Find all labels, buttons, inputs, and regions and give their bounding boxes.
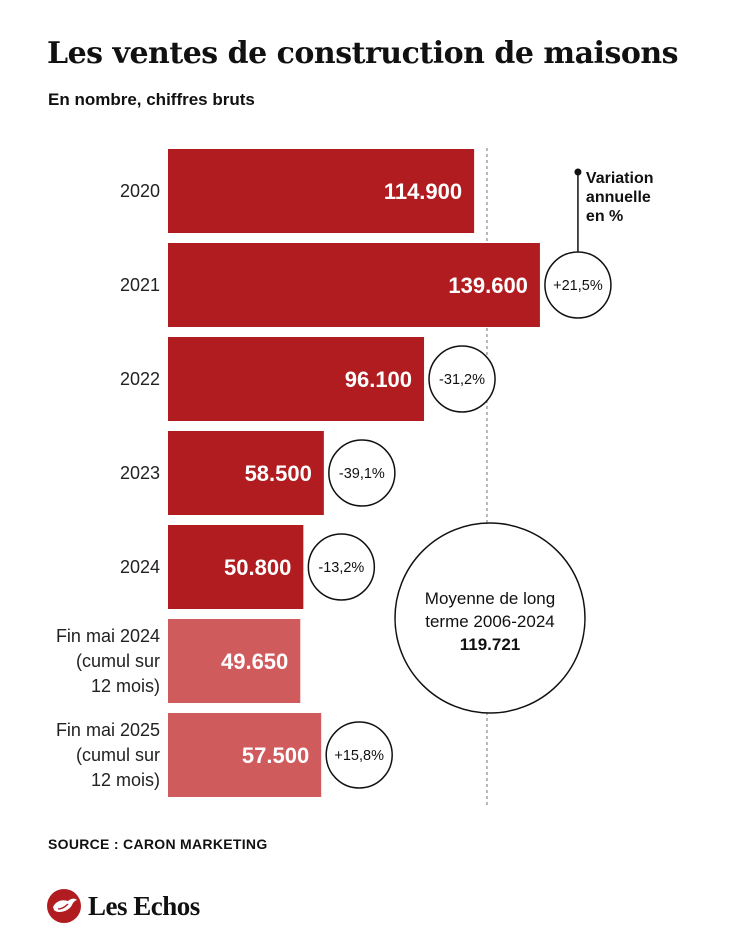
variation-label: +15,8%	[334, 748, 384, 764]
variation-circle	[325, 721, 393, 789]
category-label: Fin mai 2025	[56, 720, 160, 740]
source-note: SOURCE : CARON MARKETING	[48, 836, 268, 852]
bar	[168, 525, 304, 609]
average-label: Moyenne de long	[425, 589, 555, 608]
chart-title: Les ventes de construction de maisons	[47, 36, 679, 71]
variation-note-title: Variation	[586, 170, 654, 187]
variation-label: +21,5%	[553, 278, 603, 294]
average-label: terme 2006-2024	[425, 612, 554, 631]
variation-label: -31,2%	[439, 372, 485, 388]
variation-circle	[328, 439, 396, 507]
category-label: 2020	[120, 181, 160, 201]
variation-note-title: en %	[586, 208, 623, 225]
bar-value-label: 57.500	[242, 743, 309, 768]
bar-chart: 114.900 2020 139.600 2021 +21,5% Variation ann…	[56, 148, 654, 807]
variation-circle	[428, 345, 496, 413]
chart-subtitle: En nombre, chiffres bruts	[48, 90, 255, 109]
bar-value-label: 96.100	[345, 367, 412, 392]
bar-value-label: 114.900	[384, 179, 462, 204]
bar	[168, 713, 322, 797]
category-label: (cumul sur	[76, 651, 160, 671]
average-value: 119.721	[460, 635, 521, 654]
bar-value-label: 139.600	[448, 273, 528, 298]
average-circle	[394, 522, 586, 714]
variation-label: -39,1%	[339, 466, 385, 482]
category-label: 2023	[120, 463, 160, 483]
bar-value-label: 58.500	[245, 461, 312, 486]
category-label: 2021	[120, 275, 160, 295]
bar	[168, 243, 540, 327]
variation-pointer-dot	[574, 168, 582, 176]
bar	[168, 149, 475, 233]
category-label: 2024	[120, 557, 160, 577]
variation-note-title: annuelle	[586, 189, 651, 206]
bar-value-label: 50.800	[224, 555, 291, 580]
bar	[168, 431, 324, 515]
category-label: 12 mois)	[91, 770, 160, 790]
brand-name: Les Echos	[88, 890, 200, 921]
category-label: (cumul sur	[76, 745, 160, 765]
variation-label: -13,2%	[318, 560, 364, 576]
variation-circle	[307, 533, 376, 601]
category-label: 12 mois)	[91, 676, 160, 696]
bar-value-label: 49.650	[221, 649, 288, 674]
les-echos-eagle-icon	[47, 889, 81, 923]
category-label: Fin mai 2024	[56, 626, 160, 646]
bar	[168, 337, 425, 421]
bar	[168, 619, 301, 703]
category-label: 2022	[120, 369, 160, 389]
brand-logo: Les Echos	[46, 888, 200, 924]
